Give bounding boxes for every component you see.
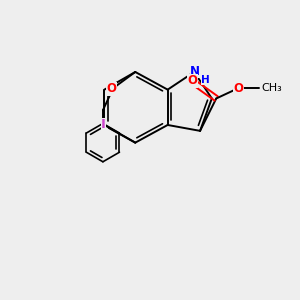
Text: CH₃: CH₃ [261,83,282,93]
Text: I: I [101,118,106,131]
Text: O: O [233,82,243,95]
Text: O: O [188,74,198,87]
Text: N: N [190,65,200,78]
Text: H: H [201,75,210,85]
Text: O: O [107,82,117,95]
